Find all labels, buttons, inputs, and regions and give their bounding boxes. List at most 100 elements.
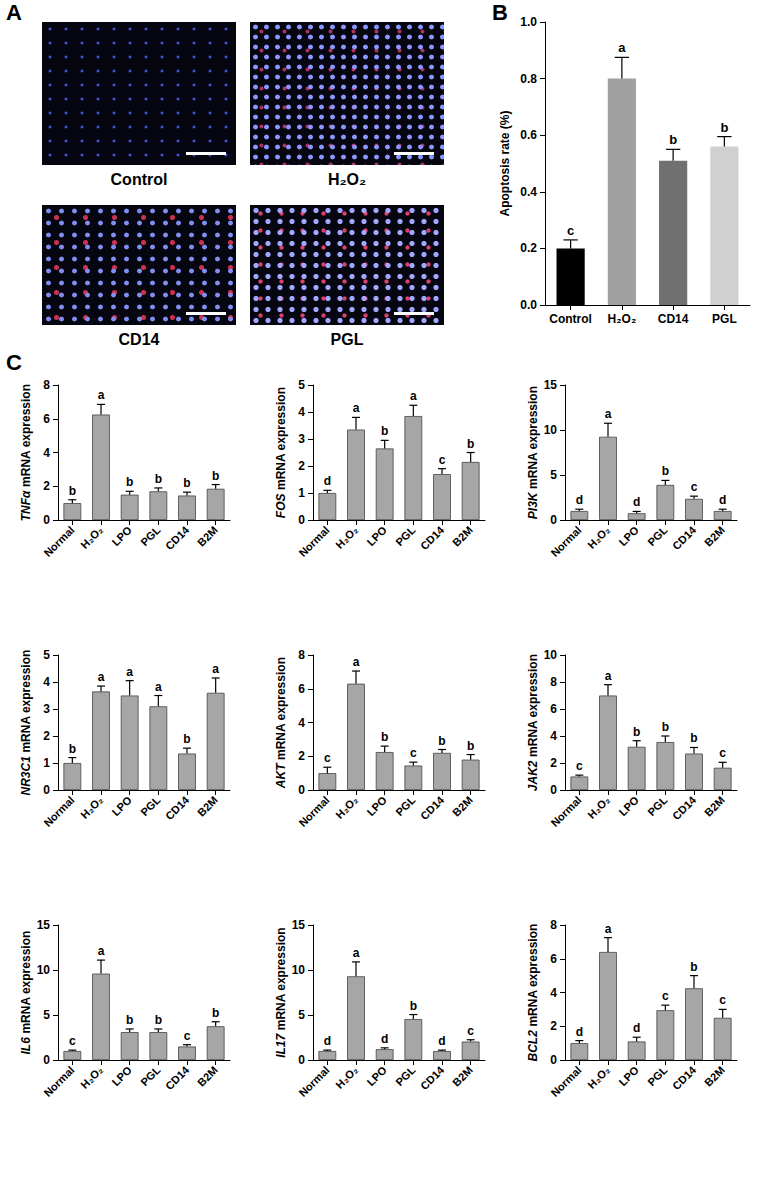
svg-text:2: 2 xyxy=(43,729,50,743)
svg-text:B2M: B2M xyxy=(702,794,727,819)
svg-text:LPO: LPO xyxy=(364,1063,389,1088)
svg-text:a: a xyxy=(605,922,612,936)
svg-text:mRNA expression: mRNA expression xyxy=(19,931,33,1037)
svg-text:c: c xyxy=(576,759,583,773)
svg-text:b: b xyxy=(662,720,669,734)
svg-text:CD14: CD14 xyxy=(670,523,699,552)
svg-text:b: b xyxy=(212,1006,219,1020)
svg-text:a: a xyxy=(353,946,360,960)
svg-text:15: 15 xyxy=(292,918,306,932)
svg-text:c: c xyxy=(467,1024,474,1038)
svg-text:FOS: FOS xyxy=(274,494,288,519)
svg-text:b: b xyxy=(720,120,728,135)
svg-text:2: 2 xyxy=(298,459,305,473)
svg-text:8: 8 xyxy=(550,918,557,932)
svg-text:NR3C1: NR3C1 xyxy=(19,756,33,796)
svg-text:d: d xyxy=(633,495,640,509)
svg-text:LPO: LPO xyxy=(616,523,641,548)
svg-text:Normal: Normal xyxy=(296,524,331,559)
svg-text:0: 0 xyxy=(550,1053,557,1067)
svg-text:Normal: Normal xyxy=(41,524,76,559)
svg-text:c: c xyxy=(69,1034,76,1048)
svg-text:b: b xyxy=(69,484,76,498)
svg-text:0: 0 xyxy=(43,783,50,797)
svg-text:4: 4 xyxy=(550,729,557,743)
svg-text:H₂O₂: H₂O₂ xyxy=(78,524,105,551)
svg-text:6: 6 xyxy=(550,952,557,966)
svg-text:Normal: Normal xyxy=(296,1064,331,1099)
svg-text:CD14: CD14 xyxy=(418,793,447,822)
svg-text:b: b xyxy=(69,742,76,756)
svg-text:mRNA expression: mRNA expression xyxy=(526,386,540,492)
svg-text:Normal: Normal xyxy=(548,1064,583,1099)
svg-text:CD14: CD14 xyxy=(418,1063,447,1092)
svg-text:PGL: PGL xyxy=(645,794,670,819)
svg-text:c: c xyxy=(184,1029,191,1043)
svg-text:a: a xyxy=(618,40,626,55)
svg-text:LPO: LPO xyxy=(616,793,641,818)
svg-text:2: 2 xyxy=(43,479,50,493)
svg-text:c: c xyxy=(719,746,726,760)
svg-text:c: c xyxy=(324,751,331,765)
svg-text:PGL: PGL xyxy=(645,524,670,549)
svg-text:PGL: PGL xyxy=(138,1064,163,1089)
svg-text:B2M: B2M xyxy=(195,1064,220,1089)
svg-text:b: b xyxy=(155,1013,162,1027)
svg-text:a: a xyxy=(410,389,417,403)
svg-text:b: b xyxy=(690,731,697,745)
svg-text:0.8: 0.8 xyxy=(520,72,537,86)
svg-text:a: a xyxy=(98,388,105,402)
svg-text:b: b xyxy=(438,734,445,748)
svg-text:a: a xyxy=(605,669,612,683)
svg-text:d: d xyxy=(633,1021,640,1035)
svg-text:6: 6 xyxy=(298,682,305,696)
svg-text:B2M: B2M xyxy=(702,524,727,549)
svg-text:LPO: LPO xyxy=(616,1063,641,1088)
svg-text:H₂O₂: H₂O₂ xyxy=(78,1064,105,1091)
svg-text:d: d xyxy=(324,1034,331,1048)
svg-text:d: d xyxy=(438,1034,445,1048)
svg-text:BCL2: BCL2 xyxy=(526,1030,540,1062)
svg-text:0.6: 0.6 xyxy=(520,128,537,142)
svg-text:TNFα: TNFα xyxy=(19,490,33,521)
svg-text:b: b xyxy=(126,475,133,489)
svg-text:a: a xyxy=(155,680,162,694)
svg-text:0.2: 0.2 xyxy=(520,241,537,255)
svg-text:Normal: Normal xyxy=(548,524,583,559)
svg-text:b: b xyxy=(467,739,474,753)
svg-text:0: 0 xyxy=(298,783,305,797)
svg-text:6: 6 xyxy=(43,412,50,426)
svg-text:b: b xyxy=(633,725,640,739)
svg-text:0: 0 xyxy=(550,783,557,797)
svg-text:mRNA expression: mRNA expression xyxy=(274,657,288,763)
svg-text:PGL: PGL xyxy=(645,1064,670,1089)
svg-text:a: a xyxy=(353,401,360,415)
svg-text:mRNA expression: mRNA expression xyxy=(19,384,33,490)
svg-text:B2M: B2M xyxy=(195,794,220,819)
svg-text:3: 3 xyxy=(298,432,305,446)
svg-text:d: d xyxy=(381,1032,388,1046)
svg-text:LPO: LPO xyxy=(109,1063,134,1088)
svg-text:10: 10 xyxy=(292,963,306,977)
svg-text:b: b xyxy=(381,424,388,438)
svg-text:d: d xyxy=(576,1025,583,1039)
svg-text:a: a xyxy=(98,670,105,684)
svg-text:3: 3 xyxy=(43,702,50,716)
svg-text:0: 0 xyxy=(298,513,305,527)
svg-text:10: 10 xyxy=(544,648,558,662)
svg-text:PGL: PGL xyxy=(393,1064,418,1089)
svg-text:0: 0 xyxy=(43,513,50,527)
svg-text:0: 0 xyxy=(298,1053,305,1067)
svg-text:15: 15 xyxy=(37,918,51,932)
svg-text:6: 6 xyxy=(550,702,557,716)
svg-text:c: c xyxy=(567,223,574,238)
svg-text:b: b xyxy=(183,732,190,746)
svg-text:b: b xyxy=(690,960,697,974)
svg-text:H₂O₂: H₂O₂ xyxy=(608,312,637,326)
svg-text:a: a xyxy=(126,665,133,679)
svg-text:b: b xyxy=(212,469,219,483)
svg-text:B2M: B2M xyxy=(450,794,475,819)
svg-text:2: 2 xyxy=(550,1019,557,1033)
svg-text:PGL: PGL xyxy=(138,794,163,819)
svg-text:CD14: CD14 xyxy=(418,523,447,552)
